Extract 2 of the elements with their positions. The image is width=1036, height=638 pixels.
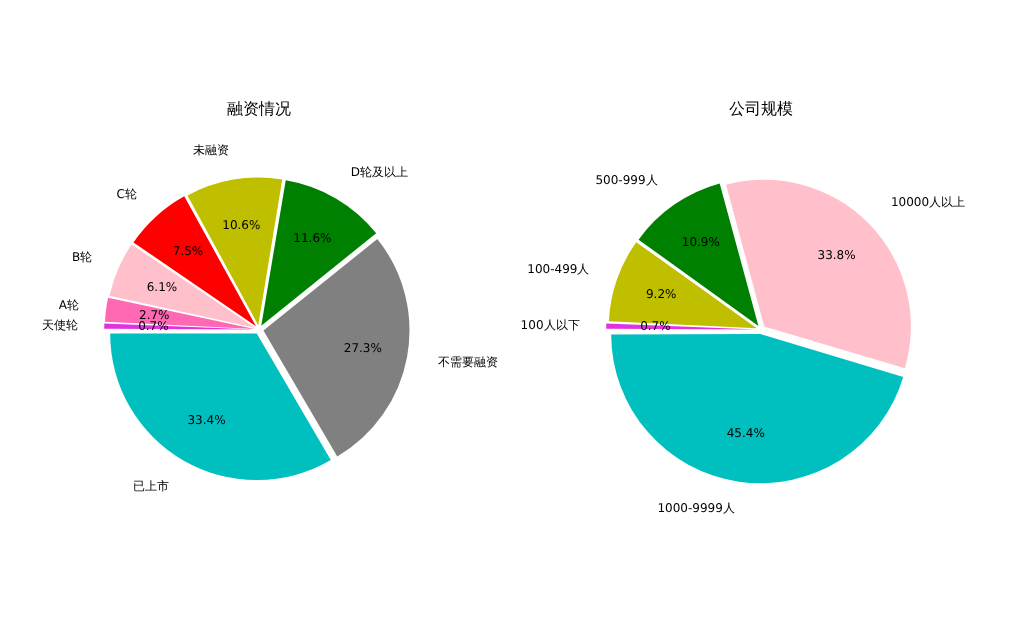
chart-title: 融资情况 [227,98,291,117]
chart-title: 公司规模 [729,98,793,117]
